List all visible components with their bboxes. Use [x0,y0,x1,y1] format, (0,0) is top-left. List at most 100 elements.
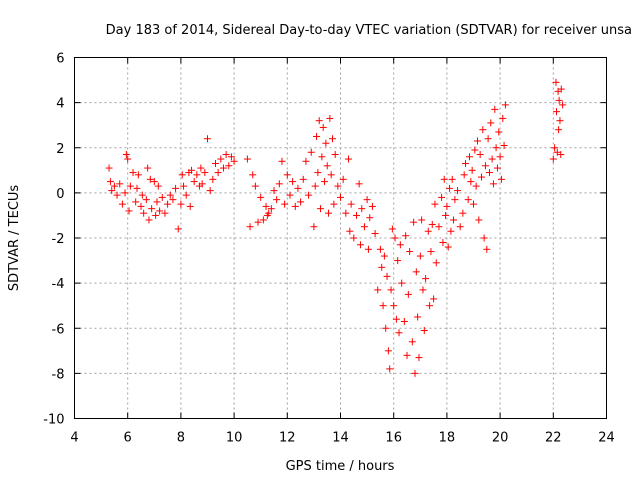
data-point [132,198,140,206]
data-point [559,101,567,109]
data-point [471,146,479,154]
data-point [442,211,450,219]
data-point [557,151,565,159]
data-points [105,78,567,377]
data-point [428,220,436,228]
data-point [281,200,289,208]
data-point [493,164,501,172]
data-point [222,151,230,159]
data-point [148,205,156,213]
data-point [153,198,161,206]
data-point [435,223,443,231]
data-point [376,245,384,253]
data-point [403,351,411,359]
data-point [278,157,286,165]
data-point [124,155,132,163]
data-point [227,153,235,161]
data-point [379,302,387,310]
data-point [394,257,402,265]
data-point [383,272,391,280]
data-point [552,78,560,86]
data-point [484,135,492,143]
y-tick-label: 2 [56,142,64,157]
data-point [427,248,435,256]
data-point [297,198,305,206]
data-point [305,191,313,199]
x-tick-label: 6 [124,431,132,446]
data-point [166,191,174,199]
data-point [432,259,440,267]
data-point [496,153,504,161]
data-point [391,234,399,242]
data-point [466,153,474,161]
data-point [352,211,360,219]
data-point [161,209,169,217]
data-point [404,290,412,298]
data-point [426,302,434,310]
data-point [317,205,325,213]
data-point [456,223,464,231]
data-point [424,227,432,235]
data-point [392,315,400,323]
plot-frame [74,57,607,419]
data-point [470,200,477,208]
data-point [198,180,206,188]
data-point [402,232,410,240]
data-point [387,286,395,294]
data-point [473,137,481,145]
data-point [307,148,315,156]
data-point [325,209,333,217]
data-point [323,162,331,170]
data-point [400,317,408,325]
data-point [398,279,406,287]
data-point [190,178,198,186]
x-tick-label: 12 [279,431,296,446]
data-point [412,268,420,276]
data-point [440,175,448,183]
data-point [289,178,297,186]
data-point [331,151,339,159]
data-point [366,214,374,222]
data-point [371,229,379,237]
data-point [374,286,382,294]
data-point [342,209,350,217]
data-point [390,302,398,310]
data-point [489,180,497,188]
data-point [450,216,458,224]
data-point [451,196,459,204]
data-point [368,202,376,210]
data-point [193,171,201,179]
data-point [488,155,496,163]
data-point [144,164,152,172]
y-tick-label: 0 [56,187,64,202]
data-point [346,227,354,235]
data-point [439,239,447,247]
data-point [291,202,299,210]
y-tick-label: -10 [43,413,64,428]
data-point [480,234,488,242]
data-point [105,164,113,172]
data-point [378,263,386,271]
data-point [164,200,172,208]
data-point [254,218,262,226]
data-point [137,202,145,210]
data-point [460,171,468,179]
data-point [177,200,185,208]
x-tick-label: 14 [332,431,349,446]
data-point [477,173,485,181]
data-point [446,184,454,192]
data-point [257,193,265,201]
data-point [116,180,124,188]
data-point [259,216,267,224]
data-point [555,126,563,134]
data-point [483,245,491,253]
data-point [444,243,452,251]
y-tick-label: -6 [52,322,65,337]
data-point [447,227,455,235]
data-point [386,365,394,373]
x-tick-label: 24 [598,431,615,446]
data-point [174,225,182,233]
data-point [138,191,146,199]
